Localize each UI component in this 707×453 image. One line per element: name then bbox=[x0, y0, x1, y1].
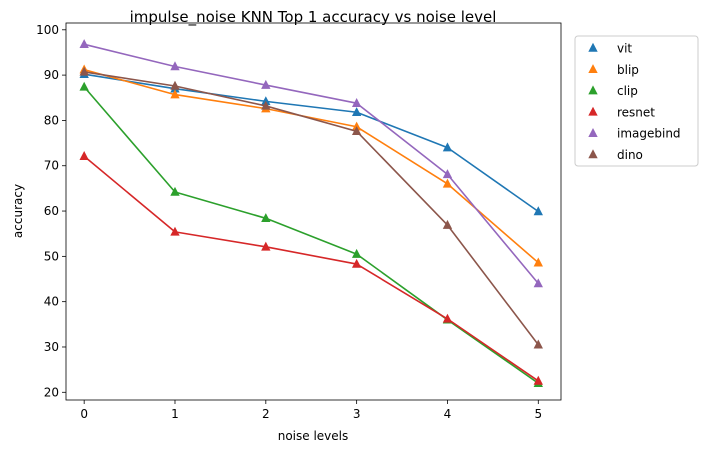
legend: vit blip clip resnet imagebind dino bbox=[575, 36, 698, 166]
series-line bbox=[84, 72, 538, 345]
y-tick-label: 80 bbox=[44, 113, 59, 127]
legend-label: vit bbox=[617, 42, 632, 56]
x-axis-label: noise levels bbox=[278, 429, 349, 443]
data-point bbox=[79, 39, 88, 48]
data-point bbox=[443, 179, 452, 188]
y-tick-label: 100 bbox=[36, 23, 59, 37]
legend-label: resnet bbox=[617, 105, 655, 119]
x-tick-label: 3 bbox=[353, 407, 361, 421]
legend-label: blip bbox=[617, 63, 639, 77]
series-line bbox=[84, 156, 538, 381]
chart-title: impulse_noise KNN Top 1 accuracy vs nois… bbox=[130, 8, 497, 27]
x-tick-label: 2 bbox=[262, 407, 270, 421]
data-point bbox=[443, 169, 452, 178]
x-tick-label: 0 bbox=[80, 407, 88, 421]
y-tick-label: 30 bbox=[44, 340, 59, 354]
series-line bbox=[84, 87, 538, 383]
y-tick-label: 60 bbox=[44, 204, 59, 218]
data-point bbox=[170, 227, 179, 236]
series-clip bbox=[79, 82, 542, 387]
y-axis-label: accuracy bbox=[11, 184, 25, 238]
series-resnet bbox=[79, 151, 542, 385]
plot-frame bbox=[66, 23, 561, 400]
series-dino bbox=[79, 67, 542, 349]
series-vit bbox=[79, 69, 542, 215]
y-tick-label: 20 bbox=[44, 385, 59, 399]
y-tick-label: 90 bbox=[44, 68, 59, 82]
series-layer bbox=[79, 39, 542, 387]
y-tick-label: 50 bbox=[44, 249, 59, 263]
y-axis: 20 30 40 50 60 70 80 90 100 bbox=[36, 23, 66, 400]
data-point bbox=[79, 151, 88, 160]
legend-frame bbox=[575, 36, 698, 166]
data-point bbox=[79, 82, 88, 91]
plot-area bbox=[66, 23, 561, 400]
y-tick-label: 70 bbox=[44, 159, 59, 173]
y-tick-label: 40 bbox=[44, 295, 59, 309]
x-tick-label: 5 bbox=[534, 407, 542, 421]
legend-label: imagebind bbox=[617, 127, 681, 141]
x-tick-label: 4 bbox=[444, 407, 452, 421]
series-imagebind bbox=[79, 39, 542, 287]
legend-label: dino bbox=[617, 148, 643, 162]
legend-label: clip bbox=[617, 84, 638, 98]
x-axis: 0 1 2 3 4 5 bbox=[80, 400, 542, 421]
data-point bbox=[534, 206, 543, 215]
x-tick-label: 1 bbox=[171, 407, 179, 421]
